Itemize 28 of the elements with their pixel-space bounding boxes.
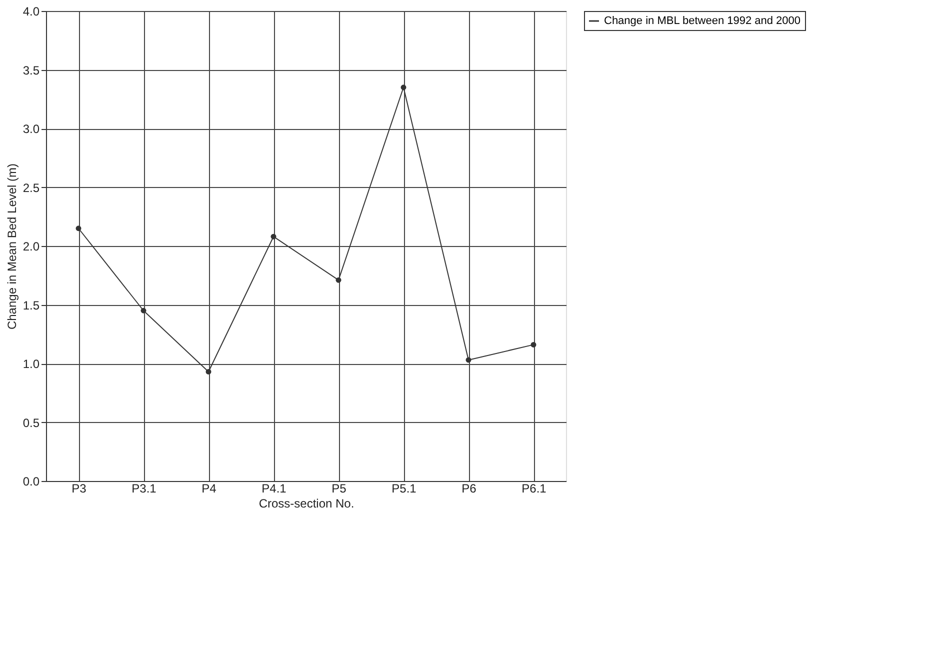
y-tick-label: 0.0 bbox=[22, 474, 40, 488]
point bbox=[530, 342, 536, 348]
point bbox=[400, 84, 406, 90]
x-tick-label: P3 bbox=[72, 482, 87, 496]
point bbox=[336, 277, 342, 283]
x-tick-label: P4 bbox=[202, 482, 217, 496]
x-tick-label: P5.1 bbox=[392, 482, 417, 496]
x-tick-label: P5 bbox=[332, 482, 347, 496]
y-axis-title: Change in Mean Bed Level (m) bbox=[4, 163, 19, 330]
x-tick-label: P6 bbox=[462, 482, 477, 496]
y-tick-label: 1.0 bbox=[22, 357, 40, 371]
y-tick-label: 3.0 bbox=[22, 122, 40, 136]
y-tick-label: 1.5 bbox=[22, 298, 40, 312]
x-tick-label: P3.1 bbox=[132, 482, 157, 496]
x-tick-label: P4.1 bbox=[262, 482, 287, 496]
point bbox=[466, 357, 472, 363]
point bbox=[76, 226, 82, 232]
x-tick-label: P6.1 bbox=[522, 482, 547, 496]
point bbox=[140, 308, 146, 314]
point bbox=[270, 234, 276, 240]
x-axis-title: Cross-section No. bbox=[258, 496, 354, 510]
point bbox=[206, 368, 212, 374]
y-tick-label: 2.5 bbox=[22, 180, 40, 195]
legend-label: Change in MBL between 1992 and 2000 bbox=[604, 15, 801, 27]
y-tick-label: 4.0 bbox=[22, 4, 40, 18]
y-tick-label: 0.5 bbox=[22, 416, 40, 430]
y-tick-label: 2.0 bbox=[22, 240, 40, 254]
y-tick-label: 3.5 bbox=[22, 63, 40, 78]
